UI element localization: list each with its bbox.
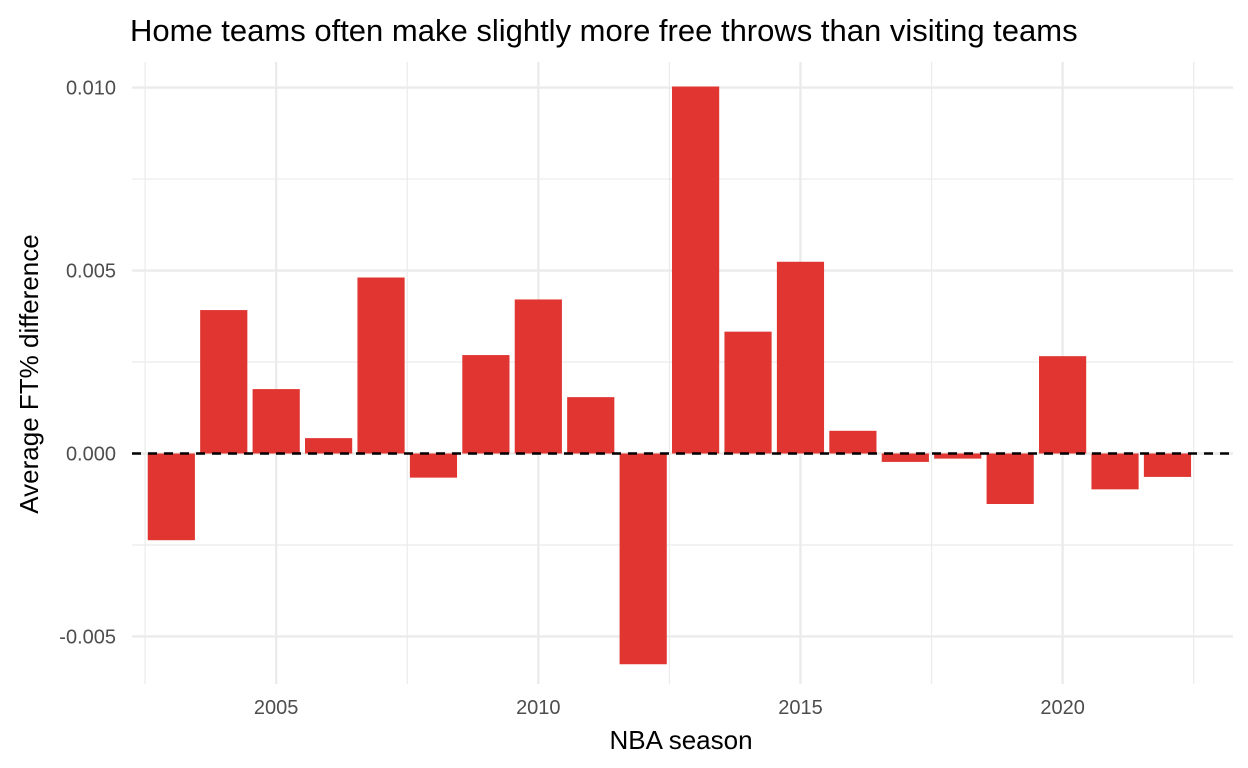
bar-2006 <box>305 438 353 454</box>
bar-2010 <box>514 299 562 454</box>
bar-2004 <box>200 310 248 454</box>
chart-title: Home teams often make slightly more free… <box>130 13 1078 48</box>
y-tick-label: 0.000 <box>66 443 116 465</box>
bar-2008 <box>409 453 458 478</box>
bar-2013 <box>672 86 720 454</box>
x-tick-label: 2010 <box>516 697 561 719</box>
bar-2014 <box>724 331 772 454</box>
x-tick-label: 2020 <box>1040 697 1085 719</box>
bar-2005 <box>252 389 300 454</box>
y-tick-label: 0.010 <box>66 78 116 100</box>
y-tick-label: -0.005 <box>59 626 116 648</box>
x-tick-labels: 2005 2010 2015 2020 <box>254 697 1085 719</box>
y-axis-title: Average FT% difference <box>14 234 44 513</box>
bar-2016 <box>829 430 877 454</box>
bar-2009 <box>462 355 510 454</box>
bar-2017 <box>881 453 929 462</box>
x-axis-title: NBA season <box>609 725 752 755</box>
bar-2015 <box>776 261 825 454</box>
bar-2022 <box>1143 453 1192 477</box>
bar-2018 <box>934 453 982 459</box>
bar-2021 <box>1091 453 1139 490</box>
bar-2012 <box>619 453 667 665</box>
x-tick-label: 2015 <box>778 697 823 719</box>
x-tick-label: 2005 <box>254 697 299 719</box>
y-tick-labels: -0.005 0.000 0.005 0.010 <box>59 78 116 649</box>
bars <box>147 86 1192 665</box>
bar-2011 <box>567 397 615 454</box>
bar-2007 <box>357 277 405 454</box>
bar-2019 <box>986 453 1034 504</box>
bar-2003 <box>147 453 195 541</box>
bar-2020 <box>1039 356 1087 454</box>
y-tick-label: 0.005 <box>66 261 116 283</box>
